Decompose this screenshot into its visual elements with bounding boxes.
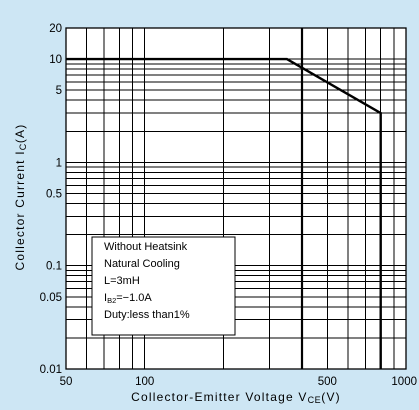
x-tick-labels: 50 100 500 1000 <box>60 376 417 388</box>
y-tick-label: 0.01 <box>40 364 62 376</box>
annotation-base-current-value: =−1.0A <box>116 292 152 304</box>
y-axis-label-unit: (A) <box>13 124 27 144</box>
plot-border <box>65 27 407 370</box>
series-line <box>66 57 382 369</box>
annotation-frame <box>91 236 236 336</box>
y-tick-label: 1 <box>56 157 62 169</box>
y-tick-label: 10 <box>49 54 62 66</box>
x-axis-label-unit: (V) <box>321 390 341 404</box>
series-layer <box>66 57 382 369</box>
annotation-line-inductance: L=3mH <box>104 275 140 287</box>
annotation-line-base-current: IB2=−1.0A <box>104 292 152 305</box>
x-tick-label: 1000 <box>391 376 417 388</box>
x-axis-label: Collector-Emitter Voltage VCE(V) <box>131 390 341 405</box>
annotation-line-cooling: Natural Cooling <box>104 258 180 270</box>
annotation-line-heatsink: Without Heatsink <box>104 241 188 253</box>
x-tick-label: 100 <box>135 376 154 388</box>
x-axis-label-text: Collector-Emitter Voltage V <box>131 390 307 404</box>
y-axis-label-subscript: C <box>18 143 28 150</box>
x-tick-label: 50 <box>60 376 73 388</box>
annotation-box: Without Heatsink Natural Cooling L=3mH I… <box>91 236 236 336</box>
annotation-line-duty: Duty:less than1% <box>104 309 190 321</box>
y-tick-label: 0.1 <box>46 261 62 273</box>
y-axis-label: Collector Current IC(A) <box>13 124 28 271</box>
x-tick-label: 500 <box>318 376 337 388</box>
annotation-base-current-subscript: B2 <box>107 296 116 305</box>
y-tick-label: 5 <box>56 85 62 97</box>
y-axis-label-text: Collector Current I <box>13 150 27 270</box>
annotation-base-current-symbol: I <box>104 292 107 304</box>
y-tick-label: 0.5 <box>46 189 62 201</box>
y-tick-label: 20 <box>49 23 62 35</box>
x-axis-label-subscript: CE <box>308 395 322 405</box>
y-tick-label: 0.05 <box>40 292 62 304</box>
y-tick-labels: 20 10 5 1 0.5 0.1 0.05 0.01 <box>40 23 62 376</box>
